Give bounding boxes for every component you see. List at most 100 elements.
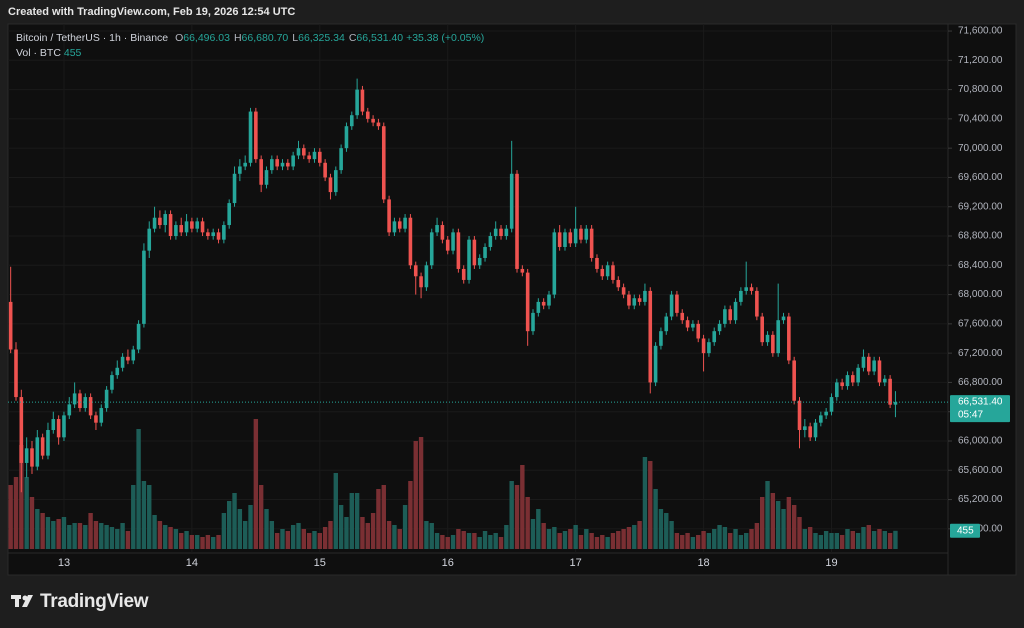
y-tick-label: 67,200.00 (958, 348, 1003, 359)
volume-bar (807, 527, 813, 549)
volume-bar (749, 529, 754, 549)
candle-body (302, 148, 306, 156)
candle-body (136, 323, 141, 350)
candle-body (637, 298, 642, 302)
volume-bar (498, 537, 504, 549)
volume-bar (354, 493, 360, 549)
volume-bar (61, 517, 67, 549)
candle-body (685, 320, 690, 328)
candle-body (280, 162, 285, 167)
volume-bar (882, 531, 887, 549)
candle-body (872, 360, 876, 372)
candle-body (99, 408, 104, 423)
volume-bar (754, 523, 760, 549)
candle-body (717, 323, 722, 332)
volume-bar (248, 505, 253, 549)
candle-body (696, 323, 701, 339)
volume-bar (440, 535, 445, 549)
candle-body (413, 265, 418, 277)
candle-body (680, 312, 685, 321)
volume-bar (392, 525, 397, 549)
volume-bar (56, 519, 61, 549)
x-tick-label: 14 (186, 557, 198, 569)
volume-bar (205, 535, 211, 549)
last-price-label: 66,531.40 (958, 397, 1003, 408)
volume-bar (333, 473, 338, 549)
volume-bar (653, 489, 658, 549)
candle-body (445, 239, 450, 251)
y-tick-label: 67,600.00 (958, 319, 1003, 330)
volume-bar (514, 485, 520, 549)
candle-body (659, 331, 663, 346)
candle-body (504, 228, 509, 237)
volume-bar (381, 485, 386, 549)
candle-body (51, 419, 56, 431)
candle-body (408, 217, 413, 266)
volume-bar (744, 533, 749, 549)
candle-body (488, 236, 493, 247)
volume-bar (738, 535, 744, 549)
candle-body (429, 232, 434, 266)
logo-part (22, 595, 33, 607)
volume-bar (370, 513, 376, 549)
candle-body (600, 268, 605, 277)
y-tick-label: 68,000.00 (958, 289, 1003, 300)
volume-bar (216, 535, 221, 549)
volume-badge (950, 523, 980, 538)
candle-body (232, 173, 237, 204)
candle-body (643, 290, 647, 302)
volume-bar (104, 525, 109, 549)
candle-body (179, 225, 184, 233)
volume-bar (525, 497, 530, 549)
candle-body (739, 290, 743, 302)
volume-bar (109, 527, 115, 549)
volume-bar (839, 535, 845, 549)
volume-bar (237, 509, 243, 549)
volume-bar (552, 527, 557, 549)
volume-bar (397, 529, 402, 549)
candle-body (728, 309, 733, 321)
volume-bar (195, 535, 200, 549)
candle-body (579, 228, 583, 240)
candle-body (371, 118, 375, 123)
volume-bar (456, 529, 461, 549)
volume-bar (253, 419, 259, 549)
candle-body (531, 312, 535, 332)
candle-body (733, 301, 738, 321)
candle-body (803, 426, 807, 431)
candle-body (419, 276, 423, 288)
volume-bar (589, 533, 594, 549)
candle-body (440, 225, 445, 240)
volume-bar (232, 493, 237, 549)
volume-bar (557, 533, 562, 549)
volume-bar (157, 521, 163, 549)
volume-bar (568, 529, 573, 549)
volume-bar (88, 513, 93, 549)
candle-body (94, 415, 98, 423)
volume-bar (13, 477, 19, 549)
y-tick-label: 65,200.00 (958, 494, 1003, 505)
candle-body (621, 287, 626, 295)
candle-body (829, 397, 834, 412)
volume-bar (573, 525, 578, 549)
candle-body (168, 214, 173, 237)
candle-body (403, 217, 407, 229)
volume-bar (77, 523, 83, 549)
volume-bar (306, 533, 312, 549)
volume-bar (690, 537, 696, 549)
candle-body (781, 316, 786, 321)
candle-body (893, 402, 898, 405)
volume-bar (72, 523, 77, 549)
volume-bar (717, 525, 722, 549)
candle-body (840, 382, 844, 387)
candle-body (744, 287, 749, 291)
volume-bar (541, 523, 546, 549)
volume-bar (264, 509, 269, 549)
volume-bar (163, 525, 168, 549)
volume-bar (434, 533, 440, 549)
volume-bar (173, 529, 179, 549)
candle-body (493, 228, 498, 237)
candle-body (472, 239, 477, 266)
volume-bar (413, 441, 418, 549)
legend-key: C (348, 32, 357, 44)
